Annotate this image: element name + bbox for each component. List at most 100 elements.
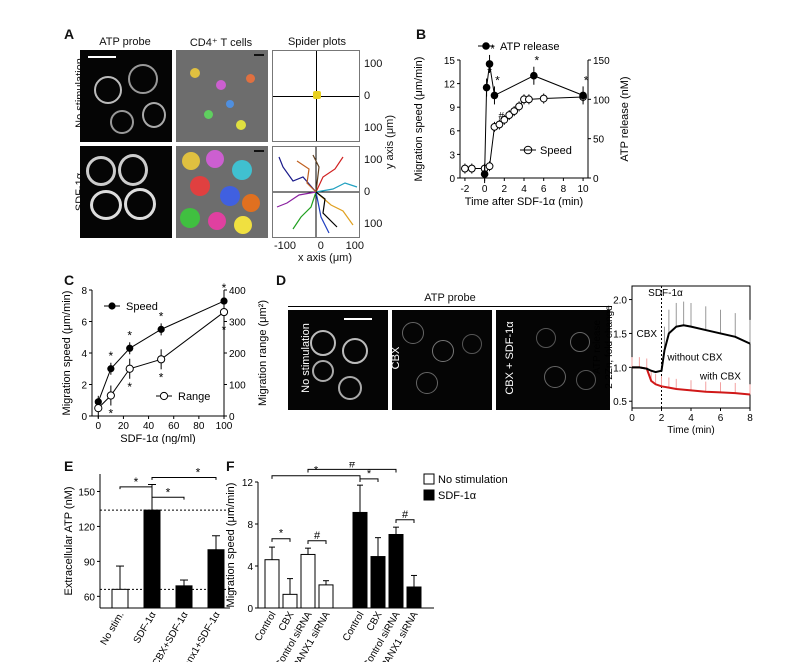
cell xyxy=(576,370,596,390)
cell xyxy=(310,330,336,356)
scale-bar xyxy=(254,150,264,152)
spider-plot-no-stim xyxy=(272,50,360,142)
point-range xyxy=(125,364,134,373)
cell xyxy=(180,208,200,228)
legend-no-stimulation: No stimulation xyxy=(438,474,508,486)
chart-d: 0.5 1.0 1.5 2.0 0 2 4 6 8 Time (min) ATP release 2-… xyxy=(592,285,753,435)
x-tick-label: 8 xyxy=(747,413,753,424)
point-speed xyxy=(485,162,494,171)
point-speed xyxy=(107,365,115,373)
tick-y-bot-1: 100 xyxy=(364,154,383,166)
label-with-cbx: with CBX xyxy=(699,372,741,383)
point-range xyxy=(157,355,166,364)
series-line-speed xyxy=(464,96,584,170)
d-label-no-stim: No stimulation xyxy=(300,323,312,393)
legend-swatch-no-stimulation xyxy=(423,473,435,485)
cell xyxy=(536,328,556,348)
y-axis-label: Extracellular ATP (nM) xyxy=(63,486,75,595)
y-tick-label: 8 xyxy=(247,520,253,531)
panel-label-b: B xyxy=(416,26,427,42)
cell xyxy=(204,110,213,119)
y2-tick-label: 0 xyxy=(229,412,235,423)
legend-sdf1a: SDF-1α xyxy=(438,490,477,502)
x-tick-label: 6 xyxy=(541,184,547,195)
y-tick-label: 0 xyxy=(81,412,87,423)
significance-star: * xyxy=(127,380,132,394)
significance-star: * xyxy=(109,407,114,421)
y-axis-label-left: Migration speed (μm/min) xyxy=(413,57,425,182)
legend-range: Range xyxy=(178,391,210,403)
point-speed xyxy=(505,111,514,119)
x-tick-label: No stim. xyxy=(99,610,127,647)
legend-marker-range xyxy=(159,391,169,401)
point-speed xyxy=(515,102,523,111)
y-axis-label-left: Migration speed (μm/min) xyxy=(61,291,73,416)
cell xyxy=(94,76,122,104)
tick-y-top-2: 0 xyxy=(364,90,371,102)
y-tick-label: 2.0 xyxy=(613,296,627,307)
panel-label-e: E xyxy=(64,458,74,474)
point-speed xyxy=(126,344,134,352)
legend-marker-speed xyxy=(108,302,116,310)
panel-label-f: F xyxy=(226,458,235,474)
header-atp-probe: ATP probe xyxy=(99,36,151,48)
sig-bracket xyxy=(359,478,379,482)
x-tick-label: 0 xyxy=(96,421,102,432)
x-axis-label: Time after SDF-1α (min) xyxy=(465,196,583,208)
cell xyxy=(246,74,255,83)
point-range xyxy=(106,391,115,400)
point-atp-release xyxy=(482,83,491,92)
y-tick-label: 15 xyxy=(444,56,456,67)
scale-bar xyxy=(344,318,372,320)
cell xyxy=(236,120,246,130)
y-tick-label: 12 xyxy=(444,80,456,91)
legend-speed: Speed xyxy=(126,301,158,313)
cell xyxy=(402,322,424,344)
x-tick-label: Control xyxy=(253,610,279,643)
cell xyxy=(462,334,482,354)
cell xyxy=(110,110,134,134)
x-tick-label: Control xyxy=(341,610,367,643)
cell xyxy=(124,188,156,220)
y-tick-label: 90 xyxy=(84,557,96,568)
panel-label-c: C xyxy=(64,272,75,288)
point-speed xyxy=(539,94,548,103)
spider-plot-sdf1a xyxy=(272,146,360,238)
y2-tick-label: 300 xyxy=(229,318,246,329)
cell xyxy=(570,332,590,352)
micrograph-cd4-no-stim xyxy=(176,50,268,142)
y-tick-label: 1.0 xyxy=(613,363,627,374)
cell xyxy=(544,366,566,388)
bar-no-stimulation xyxy=(300,553,316,609)
tick-y-top-1: 100 xyxy=(364,58,383,70)
y-tick-label: 9 xyxy=(449,103,455,114)
micrograph-atp-probe-sdf1a xyxy=(80,146,172,238)
cell xyxy=(432,340,454,362)
panel-label-a: A xyxy=(64,26,75,42)
y-axis-label-line1: ATP release xyxy=(592,320,603,375)
bar-no-stimulation xyxy=(318,584,334,609)
cell xyxy=(226,100,234,108)
series-line-without-cbx xyxy=(632,324,751,374)
x-tick-label: 100 xyxy=(216,421,233,432)
y2-tick-label: 150 xyxy=(593,56,610,67)
significance-star: * xyxy=(166,485,171,499)
sig-bracket xyxy=(271,538,291,542)
x-tick-label: 40 xyxy=(143,421,155,432)
point-atp-release xyxy=(480,170,489,178)
x-axis-label: Time (min) xyxy=(667,425,714,435)
y-axis-label-line2: 2-2Zn, fold change xyxy=(604,305,615,389)
bar xyxy=(207,549,225,609)
legend-swatch-sdf1a xyxy=(423,489,435,501)
x-tick-label: 2 xyxy=(502,184,508,195)
significance-star: * xyxy=(314,465,319,477)
legend-speed: Speed xyxy=(540,145,572,157)
panel-label-d: D xyxy=(276,272,287,288)
cell xyxy=(208,212,226,230)
cell xyxy=(142,102,166,128)
y-tick-label: 4 xyxy=(247,562,253,573)
y-tick-label: 2 xyxy=(81,381,87,392)
